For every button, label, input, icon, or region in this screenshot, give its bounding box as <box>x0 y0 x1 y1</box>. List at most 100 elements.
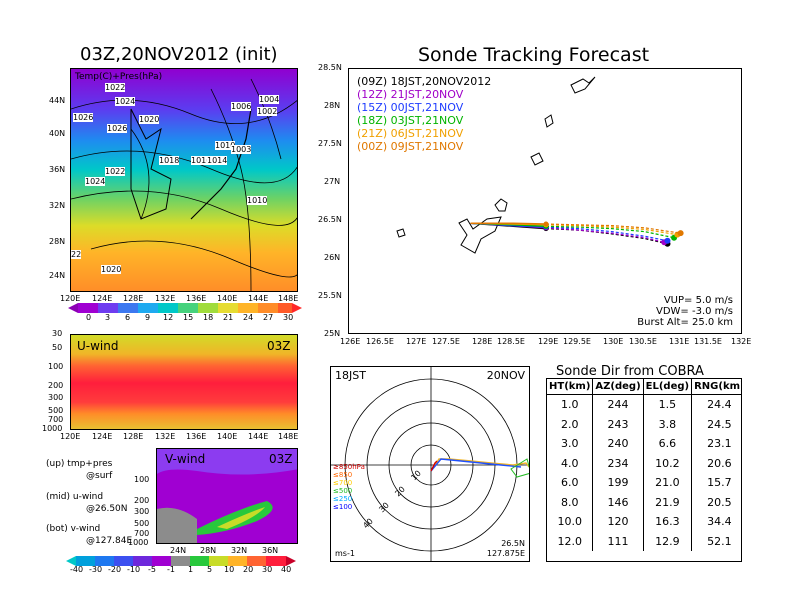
track-y-tick: 26.5N <box>318 215 342 224</box>
u-x-tick: 148E <box>278 432 299 441</box>
table-cell: 1.5 <box>643 394 693 415</box>
lon-tick: 132E <box>155 294 176 303</box>
table-cell: 240 <box>592 434 644 454</box>
pressure-label: 1006 <box>231 102 252 111</box>
pressure-label: 1010 <box>247 196 268 205</box>
level-legend: ≥850hPa ≤850 ≤700 ≤500 ≤250 ≤100 <box>333 463 365 511</box>
pressure-label: 22 <box>71 250 82 259</box>
table-cell: 23.1 <box>707 437 732 451</box>
landing-point <box>664 237 671 244</box>
table-cell: 52.1 <box>707 534 732 548</box>
level-label: ≤250 <box>333 495 353 503</box>
table-header-row: HT(km) AZ(deg) EL(deg) RNG(km) <box>547 379 741 395</box>
table-cell: 20.5 <box>707 495 732 509</box>
u-y-tick: 500 <box>48 406 64 415</box>
legend-label: 06JST,21NOV <box>390 127 464 140</box>
track-x-tick: 127.5E <box>432 337 460 346</box>
table-cell: 146 <box>592 492 644 512</box>
header-ht: HT(km) <box>547 379 594 395</box>
track-x-tick: 129.5E <box>563 337 591 346</box>
track-x-tick: 131E <box>669 337 690 346</box>
polar-lat: 26.5N <box>501 539 525 548</box>
wind-colorbar-tick: -10 <box>127 565 141 574</box>
v-x-tick: 24N <box>170 546 187 555</box>
lon-tick: 124E <box>92 294 113 303</box>
track-y-tick: 27.5N <box>318 139 342 148</box>
v-x-tick: 32N <box>231 546 248 555</box>
u-wind-panel: U-wind 03Z <box>70 334 298 430</box>
note-mid: (mid) u-wind <box>46 492 104 502</box>
lon-tick: 136E <box>186 294 207 303</box>
table-cell: 20.6 <box>707 456 732 470</box>
lon-tick: 148E <box>278 294 299 303</box>
wind-colorbar-tick: 1 <box>188 565 194 574</box>
burst-point <box>543 221 549 227</box>
pressure-label: 1024 <box>85 177 106 186</box>
tracking-svg <box>396 76 684 254</box>
table-cell: 24.4 <box>707 398 732 412</box>
table-cell: 24.5 <box>707 417 732 431</box>
tracking-title: Sonde Tracking Forecast <box>418 44 650 66</box>
table-cell: 3.0 <box>547 434 594 454</box>
level-label: ≤500 <box>333 487 353 495</box>
pressure-label: 1022 <box>105 167 126 176</box>
temp-colorbar <box>68 303 302 313</box>
colorbar-tick: 15 <box>183 313 194 322</box>
note-up-level: @surf <box>86 471 113 481</box>
ascent-rate: VUP= 5.0 m/s <box>663 295 733 306</box>
temp-map: Temp(C)+Pres(hPa) 1022 1024 1026 1026 10… <box>70 68 298 292</box>
table-cell: 6.6 <box>643 434 693 454</box>
pressure-label: 1026 <box>107 124 128 133</box>
track-descent-line <box>545 223 681 234</box>
island-coast <box>396 228 406 238</box>
u-y-tick: 300 <box>48 393 64 402</box>
track-y-tick: 26N <box>324 253 341 262</box>
table-row: 3.0 240 6.6 23.1 <box>547 434 741 454</box>
polar-panel: 18JST 20NOV ≥850hPa ≤850 ≤700 ≤500 ≤250 … <box>330 366 530 562</box>
level-label: ≤850 <box>333 471 353 479</box>
level-label: ≥850hPa <box>333 463 365 471</box>
wind-colorbar-tick: -40 <box>70 565 84 574</box>
u-wind-time: 03Z <box>267 339 291 353</box>
u-x-tick: 144E <box>248 432 269 441</box>
island-coast <box>494 198 508 212</box>
pressure-label: 1022 <box>105 83 126 92</box>
polar-unit: ms-1 <box>335 549 355 558</box>
wind-colorbar-tick: -5 <box>148 565 156 574</box>
level-label: ≤100 <box>333 503 353 511</box>
hodograph-jet <box>430 458 522 472</box>
colorbar-tick: 12 <box>163 313 174 322</box>
header-el: EL(deg) <box>643 379 693 395</box>
v-wind-title: V-wind <box>165 452 206 466</box>
table-cell: 15.7 <box>707 476 732 490</box>
u-y-tick: 30 <box>52 329 63 338</box>
v-y-tick: 1000 <box>128 538 149 547</box>
wind-colorbar-tick: 30 <box>262 565 273 574</box>
u-wind-field <box>71 335 297 429</box>
table-cell: 12.9 <box>643 531 693 551</box>
track-x-tick: 127E <box>406 337 427 346</box>
v-y-tick: 500 <box>134 519 150 528</box>
track-descent-line <box>545 225 675 239</box>
sonde-params: VUP= 5.0 m/s VDW= -3.0 m/s Burst Alt= 25… <box>637 295 733 328</box>
polar-lon: 127.875E <box>486 549 525 558</box>
u-x-tick: 140E <box>217 432 238 441</box>
table-cell: 8.0 <box>547 492 594 512</box>
lon-tick: 144E <box>248 294 269 303</box>
note-bot-level: @127.84E <box>86 536 133 546</box>
island-coast <box>544 114 554 128</box>
track-y-tick: 28.5N <box>318 63 342 72</box>
table-cell: 244 <box>592 394 644 415</box>
legend-item: (00Z) 09JST,21NOV <box>357 140 491 153</box>
colorbar-tick: 6 <box>125 313 131 322</box>
island-coast <box>570 76 596 94</box>
v-wind-field <box>157 449 297 543</box>
table-cell: 6.0 <box>547 473 594 493</box>
u-x-tick: 136E <box>186 432 207 441</box>
table-title: Sonde Dir from COBRA <box>556 364 704 379</box>
header-rng: RNG(km) <box>691 379 741 395</box>
wind-colorbar <box>66 556 296 566</box>
table-cell: 199 <box>592 473 644 493</box>
legend-label: 03JST,21NOV <box>390 114 464 127</box>
pressure-label: 1014 <box>207 156 228 165</box>
